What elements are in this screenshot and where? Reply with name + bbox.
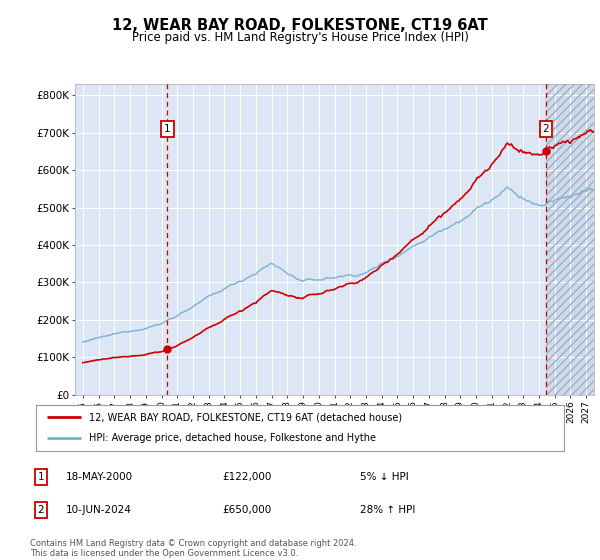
Text: 2: 2 bbox=[543, 124, 550, 134]
Text: 10-JUN-2024: 10-JUN-2024 bbox=[66, 505, 132, 515]
Text: Contains HM Land Registry data © Crown copyright and database right 2024.
This d: Contains HM Land Registry data © Crown c… bbox=[30, 539, 356, 558]
Text: £650,000: £650,000 bbox=[222, 505, 271, 515]
Text: 5% ↓ HPI: 5% ↓ HPI bbox=[360, 472, 409, 482]
Text: 1: 1 bbox=[37, 472, 44, 482]
Bar bbox=[546, 84, 594, 395]
Text: HPI: Average price, detached house, Folkestone and Hythe: HPI: Average price, detached house, Folk… bbox=[89, 433, 376, 444]
Text: 2: 2 bbox=[37, 505, 44, 515]
Text: 12, WEAR BAY ROAD, FOLKESTONE, CT19 6AT (detached house): 12, WEAR BAY ROAD, FOLKESTONE, CT19 6AT … bbox=[89, 412, 402, 422]
Text: 28% ↑ HPI: 28% ↑ HPI bbox=[360, 505, 415, 515]
Text: Price paid vs. HM Land Registry's House Price Index (HPI): Price paid vs. HM Land Registry's House … bbox=[131, 31, 469, 44]
Text: £122,000: £122,000 bbox=[222, 472, 271, 482]
Text: 18-MAY-2000: 18-MAY-2000 bbox=[66, 472, 133, 482]
Bar bbox=[546, 84, 594, 395]
Text: 1: 1 bbox=[164, 124, 171, 134]
Text: 12, WEAR BAY ROAD, FOLKESTONE, CT19 6AT: 12, WEAR BAY ROAD, FOLKESTONE, CT19 6AT bbox=[112, 18, 488, 33]
